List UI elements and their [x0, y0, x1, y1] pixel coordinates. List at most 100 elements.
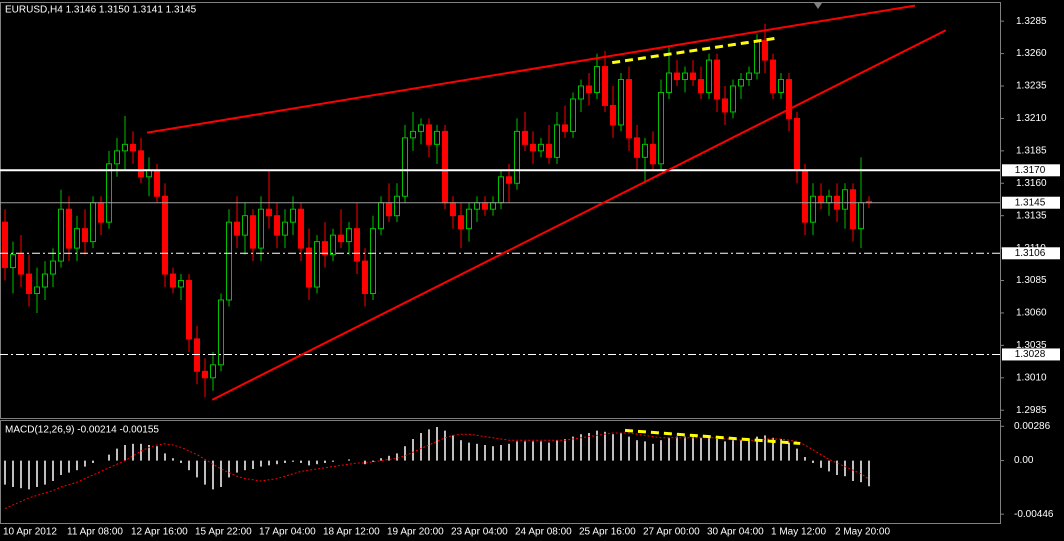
candle-body — [306, 247, 312, 288]
candle-body — [418, 124, 424, 132]
candle-body — [378, 202, 384, 230]
candle-body — [170, 273, 176, 288]
candle-body — [226, 221, 232, 301]
period-marker — [814, 3, 822, 9]
candle-body — [274, 215, 280, 236]
x-tick-label: 15 Apr 22:00 — [195, 527, 252, 538]
macd-panel-frame — [0, 420, 1001, 524]
candle-body — [66, 208, 72, 249]
candle-body — [26, 273, 32, 294]
y-tick-label: 1.3160 — [1016, 178, 1047, 189]
candle-body — [346, 228, 352, 243]
price-level-label: 1.3028 — [1015, 349, 1046, 360]
candle-body — [474, 202, 480, 210]
candle-body — [626, 79, 632, 139]
x-tick-label: 10 Apr 2012 — [3, 527, 57, 538]
candle-body — [82, 228, 88, 243]
trendline — [611, 36, 779, 65]
macd-y-tick-label: 0.00286 — [1014, 421, 1051, 432]
y-tick-label: 1.3285 — [1016, 16, 1047, 27]
candle-body — [42, 273, 48, 288]
macd-plot — [4, 427, 870, 510]
candle-body — [570, 98, 576, 132]
candle-body — [426, 124, 432, 145]
macd-signal — [4, 432, 870, 510]
candle-body — [394, 195, 400, 217]
price-level-label: 1.3106 — [1015, 248, 1046, 259]
candle-body — [106, 163, 112, 223]
candle-body — [266, 208, 272, 217]
candle-body — [322, 241, 328, 256]
candle-body — [770, 59, 776, 93]
candle-body — [698, 79, 704, 93]
candle-body — [402, 137, 408, 197]
candle-body — [122, 143, 128, 152]
candle-body — [58, 208, 64, 262]
y-tick-label: 1.3085 — [1016, 275, 1047, 286]
candle-body — [762, 40, 768, 61]
candle-body — [50, 260, 56, 275]
candle-body — [2, 221, 8, 269]
candle-body — [506, 176, 512, 184]
candle-body — [586, 85, 592, 93]
candle-body — [634, 137, 640, 158]
candle-body — [850, 189, 856, 230]
candle-body — [210, 364, 216, 379]
candle-body — [386, 202, 392, 217]
candle-body — [186, 280, 192, 340]
y-tick-label: 1.3260 — [1016, 48, 1047, 59]
candle-body — [514, 130, 520, 184]
y-tick-label: 1.3235 — [1016, 81, 1047, 92]
candle-body — [138, 150, 144, 178]
candle-body — [338, 234, 344, 243]
price-level-label: 1.3145 — [1015, 197, 1046, 208]
x-tick-label: 27 Apr 00:00 — [643, 527, 700, 538]
axes: 1.29851.30101.30351.30601.30851.31101.31… — [3, 16, 1060, 538]
candle-body — [666, 72, 672, 93]
macd-y-tick-label: -0.00446 — [1014, 509, 1054, 520]
candle-body — [554, 124, 560, 158]
price-level-box — [1002, 247, 1060, 260]
candle-body — [722, 98, 728, 113]
x-tick-label: 12 Apr 16:00 — [131, 527, 188, 538]
candle-body — [410, 130, 416, 139]
candle-body — [458, 215, 464, 230]
candle-body — [642, 143, 648, 158]
candle-body — [242, 215, 248, 236]
y-tick-label: 1.2985 — [1016, 405, 1047, 416]
candle-body — [482, 202, 488, 210]
candle-body — [178, 280, 184, 288]
candle-body — [290, 208, 296, 223]
candle-body — [74, 228, 80, 249]
candle-body — [258, 208, 264, 249]
candle-body — [130, 143, 136, 152]
x-tick-label: 24 Apr 08:00 — [515, 527, 572, 538]
candle-body — [218, 299, 224, 366]
trendline — [146, 4, 916, 134]
candle-body — [10, 254, 16, 269]
x-tick-label: 18 Apr 12:00 — [323, 527, 380, 538]
candle-body — [530, 143, 536, 152]
x-tick-label: 30 Apr 04:00 — [707, 527, 764, 538]
candle-body — [498, 176, 504, 204]
candle-body — [450, 202, 456, 217]
candle-body — [362, 260, 368, 294]
candle-body — [602, 66, 608, 106]
candle-body — [618, 79, 624, 126]
price-level-box — [1002, 348, 1060, 361]
candle-body — [818, 195, 824, 204]
candle-body — [90, 202, 96, 243]
candle-body — [826, 195, 832, 204]
candle-body — [354, 228, 360, 262]
macd-title: MACD(12,26,9) -0.00214 -0.00155 — [5, 425, 159, 436]
candle-body — [778, 79, 784, 93]
candle-body — [562, 124, 568, 132]
x-tick-label: 1 May 12:00 — [771, 527, 826, 538]
candle-body — [650, 143, 656, 165]
candle-body — [538, 143, 544, 152]
main-plot — [0, 4, 1000, 401]
y-tick-label: 1.3060 — [1016, 308, 1047, 319]
